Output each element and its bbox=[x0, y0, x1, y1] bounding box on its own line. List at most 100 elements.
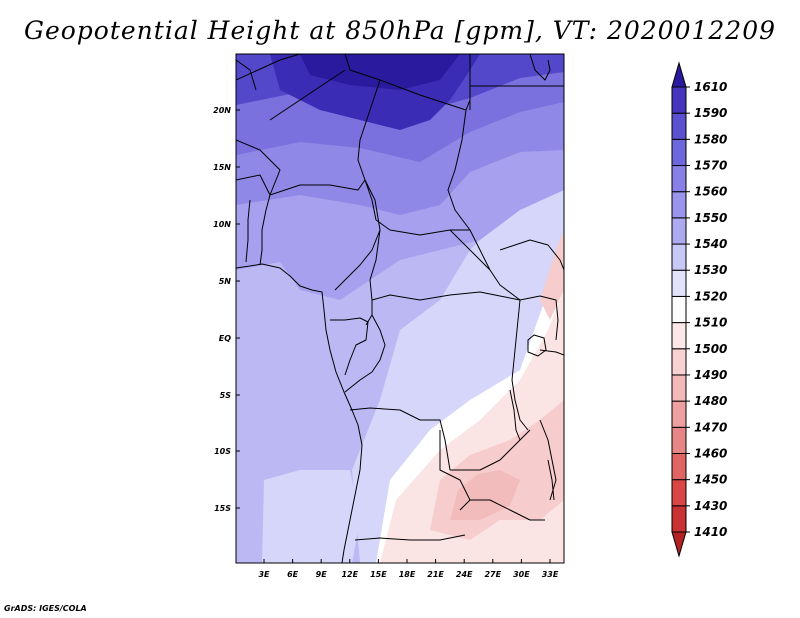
colorbar-bin bbox=[671, 112, 687, 140]
colorbar-label: 1410 bbox=[694, 525, 727, 539]
colorbar-label: 1430 bbox=[694, 499, 727, 513]
colorbar-label: 1460 bbox=[694, 446, 727, 460]
lon-label: 30E bbox=[513, 570, 530, 579]
border-zambia-zimbabwe bbox=[470, 499, 545, 521]
lon-label: 6E bbox=[287, 570, 299, 579]
border-zambia-drc bbox=[450, 429, 531, 471]
colorbar-bin bbox=[671, 400, 687, 428]
border-congo-drc bbox=[344, 314, 386, 393]
border-libya-chad bbox=[344, 54, 471, 111]
colorbar-bin bbox=[671, 479, 687, 507]
border-car-drc bbox=[371, 291, 521, 301]
field-region-light bbox=[236, 150, 564, 300]
border-benin bbox=[259, 194, 271, 266]
border-burkina bbox=[236, 174, 271, 196]
field-region-pink3 bbox=[450, 470, 520, 520]
border-chad-niger bbox=[357, 79, 381, 221]
lat-label: 10N bbox=[213, 220, 231, 229]
colorbar-label: 1490 bbox=[694, 368, 727, 382]
coastline-west-africa bbox=[236, 263, 363, 563]
colorbar-bin bbox=[671, 452, 687, 481]
border-car-sudan bbox=[449, 229, 491, 271]
lat-label: 15N bbox=[213, 163, 231, 172]
border-drc-angola bbox=[349, 407, 451, 471]
border-congo-gabon bbox=[330, 317, 369, 376]
border-angola-namibia bbox=[354, 534, 466, 541]
colorbar-bin bbox=[671, 165, 687, 193]
colorbar-label: 1480 bbox=[694, 394, 727, 408]
lat-label: 5S bbox=[220, 391, 232, 400]
colorbar-bin bbox=[671, 243, 687, 271]
border-togo-ghana bbox=[245, 199, 251, 263]
colorbar-label: 1550 bbox=[694, 211, 727, 225]
colorbar-bin bbox=[671, 269, 687, 297]
grads-credit: GrADS: IGES/COLA bbox=[4, 604, 87, 613]
lat-label: EQ bbox=[219, 334, 231, 343]
colorbar-label: 1590 bbox=[694, 106, 727, 120]
colorbar-label: 1450 bbox=[694, 473, 727, 487]
colorbar-bin bbox=[671, 374, 687, 402]
lon-label: 24E bbox=[456, 570, 473, 579]
border-lake-malawi bbox=[547, 459, 555, 501]
colorbar-bin bbox=[671, 505, 687, 533]
lon-label: 12E bbox=[341, 570, 358, 579]
border-cameroon-car bbox=[365, 229, 381, 326]
map-title: Geopotential Height at 850hPa [gpm], VT:… bbox=[23, 16, 777, 45]
colorbar-bin bbox=[671, 191, 687, 219]
lon-label: 21E bbox=[427, 570, 444, 579]
lon-label: 3E bbox=[258, 570, 270, 579]
lon-label: 15E bbox=[370, 570, 387, 579]
colorbar-bin bbox=[671, 295, 687, 324]
colorbar-upper-extend bbox=[671, 61, 687, 88]
border-lake-victoria bbox=[527, 334, 547, 357]
field-region-lighter-west bbox=[236, 260, 362, 563]
border-uganda-kenya bbox=[519, 295, 559, 341]
border-malawi bbox=[539, 419, 557, 501]
country-borders bbox=[236, 54, 564, 563]
colorbar-label: 1530 bbox=[694, 263, 727, 277]
colorbar-label: 1570 bbox=[694, 159, 727, 173]
map-frame bbox=[235, 53, 565, 564]
map-area bbox=[236, 54, 564, 563]
lat-label: 10S bbox=[214, 447, 231, 456]
lat-axis: 20N 15N 10N 5N EQ 5S 10S 15S bbox=[213, 106, 240, 513]
colorbar-label: 1470 bbox=[694, 420, 727, 434]
colorbar-label: 1520 bbox=[694, 289, 727, 303]
lon-label: 18E bbox=[399, 570, 416, 579]
lat-label: 15S bbox=[214, 504, 231, 513]
colorbar-label: 1510 bbox=[694, 316, 727, 330]
field-region-deep-core bbox=[300, 54, 460, 90]
colorbar-label: 1540 bbox=[694, 237, 727, 251]
field-region-pale-southwest bbox=[262, 470, 360, 563]
border-nigeria-cameroon bbox=[334, 179, 381, 291]
colorbar-bin bbox=[671, 348, 687, 376]
colorbar-label: 1560 bbox=[694, 185, 727, 199]
border-niger-mali bbox=[269, 69, 346, 121]
lon-label: 27E bbox=[484, 570, 501, 579]
colorbar-bin bbox=[671, 426, 687, 454]
lat-label: 5N bbox=[219, 277, 232, 286]
border-angola-zambia bbox=[439, 430, 471, 511]
colorbar: 1410 1430 1450 1460 1470 1480 1490 1500 1510 1520… bbox=[671, 61, 727, 558]
lon-label: 9E bbox=[316, 570, 328, 579]
lat-label: 20N bbox=[213, 106, 231, 115]
colorbar-label: 1580 bbox=[694, 132, 727, 146]
border-red-sea-coast bbox=[529, 54, 551, 81]
border-nigeria-niger bbox=[269, 179, 366, 196]
colorbar-bin bbox=[671, 322, 687, 350]
lon-axis: 3E 6E 9E 12E 15E 18E 21E 24E 27E 30E 33E bbox=[258, 559, 559, 579]
field-region-mid2 bbox=[236, 100, 564, 215]
border-chad-sudan bbox=[447, 109, 521, 301]
border-mali-niger-south bbox=[236, 139, 281, 196]
colorbar-label: 1610 bbox=[694, 80, 727, 94]
colorbar-bin bbox=[671, 86, 687, 114]
border-drc-east bbox=[511, 299, 529, 431]
border-lake-tanganyika bbox=[509, 389, 521, 441]
colorbar-bin bbox=[671, 138, 687, 167]
border-south-sudan-ethiopia bbox=[499, 239, 564, 271]
lon-label: 33E bbox=[542, 570, 559, 579]
colorbar-bin bbox=[671, 217, 687, 245]
colorbar-label: 1500 bbox=[694, 342, 727, 356]
border-chad-car bbox=[375, 219, 470, 236]
